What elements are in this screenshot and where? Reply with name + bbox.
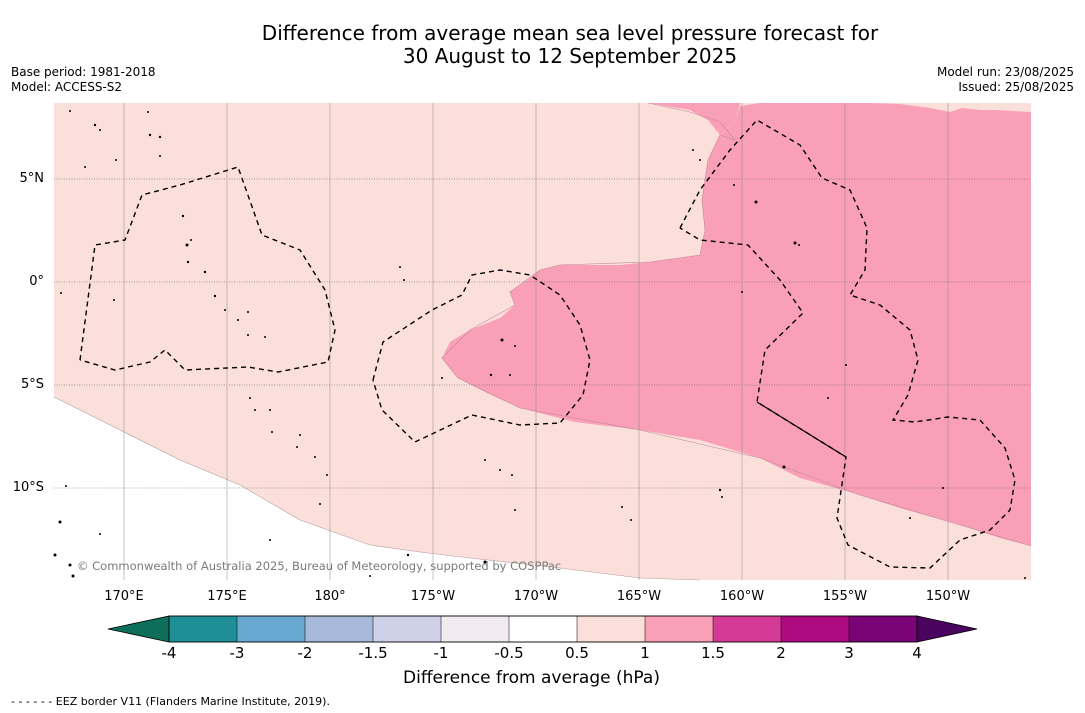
lat-label-0: 0° <box>29 274 44 289</box>
colorbar-cell <box>576 615 646 643</box>
colorbar-tick-label: 3 <box>844 644 854 662</box>
base-period-label: Base period: 1981-2018 <box>11 65 156 79</box>
model-label: Model: ACCESS-S2 <box>11 80 123 94</box>
colorbar-extend-high <box>916 615 978 643</box>
eez-line-islands <box>679 119 1016 569</box>
colorbar-cell <box>712 615 782 643</box>
colorbar <box>107 615 978 643</box>
colorbar-tick-label: 4 <box>912 644 922 662</box>
lon-label-155w: 155°W <box>822 589 868 604</box>
lat-label-10s: 10°S <box>12 480 44 495</box>
eez-divider <box>756 401 847 458</box>
colorbar-cells <box>168 615 918 643</box>
model-run-label: Model run: 23/08/2025 <box>936 65 1074 79</box>
lon-label-175e: 175°E <box>207 589 247 604</box>
lon-label-160w: 160°W <box>719 589 765 604</box>
meta-right: Model run: 23/08/2025 Issued: 25/08/2025 <box>937 65 1074 95</box>
lat-label-5n: 5°N <box>19 171 45 186</box>
colorbar-tick-label: -4 <box>161 644 177 662</box>
anomaly-region-mid <box>442 103 1031 546</box>
eez-legend-note: - - - - - - EEZ border V11 (Flanders Mar… <box>11 695 330 708</box>
contour-line <box>53 396 701 581</box>
colorbar-tick-label: 1.5 <box>701 644 725 662</box>
colorbar-tick-label: 1 <box>640 644 650 662</box>
colorbar-cell <box>848 615 918 643</box>
colorbar-cell <box>304 615 374 643</box>
colorbar-cell <box>168 615 238 643</box>
title-line-2: 30 August to 12 September 2025 <box>402 44 738 68</box>
lon-label-175w: 175°W <box>410 589 456 604</box>
colorbar-cell <box>780 615 850 643</box>
colorbar-tick-label: 0.5 <box>565 644 589 662</box>
lat-label-5s: 5°S <box>20 377 44 392</box>
title-line-1: Difference from average mean sea level p… <box>261 21 879 45</box>
colorbar-tick-label: -3 <box>229 644 245 662</box>
lon-label-165w: 165°W <box>616 589 662 604</box>
issued-label: Issued: 25/08/2025 <box>958 80 1074 94</box>
eez-tuvalu-kiribati-west <box>79 166 336 373</box>
colorbar-cell <box>372 615 442 643</box>
eez-borders <box>79 119 1016 569</box>
islands <box>53 110 1026 579</box>
lon-label-170e: 170°E <box>104 589 144 604</box>
colorbar-tick-label: -2 <box>297 644 313 662</box>
meta-left: Base period: 1981-2018 Model: ACCESS-S2 <box>11 65 156 95</box>
map-area: © Commonwealth of Australia 2025, Bureau… <box>53 102 1032 581</box>
colorbar-cell <box>644 615 714 643</box>
colorbar-tick-label: 2 <box>776 644 786 662</box>
gridlines <box>54 178 1031 489</box>
anomaly-region-mid-top <box>648 103 740 135</box>
lon-label-180: 180° <box>314 589 346 604</box>
colorbar-cell <box>236 615 306 643</box>
colorbar-tick-label: -1.5 <box>358 644 388 662</box>
colorbar-cell <box>440 615 510 643</box>
copyright-text: © Commonwealth of Australia 2025, Bureau… <box>77 559 561 573</box>
contour-line <box>441 102 1032 547</box>
colorbar-cell <box>508 615 578 643</box>
colorbar-tick-label: -1 <box>433 644 449 662</box>
meridians <box>123 103 949 580</box>
lon-label-150w: 150°W <box>925 589 971 604</box>
colorbar-title: Difference from average (hPa) <box>403 668 660 688</box>
eez-phoenix <box>372 269 591 443</box>
chart-title: Difference from average mean sea level p… <box>0 22 1085 68</box>
colorbar-frame <box>168 615 918 643</box>
lon-label-170w: 170°W <box>513 589 559 604</box>
colorbar-tick-label: -0.5 <box>494 644 524 662</box>
colorbar-extend-low <box>107 615 170 643</box>
